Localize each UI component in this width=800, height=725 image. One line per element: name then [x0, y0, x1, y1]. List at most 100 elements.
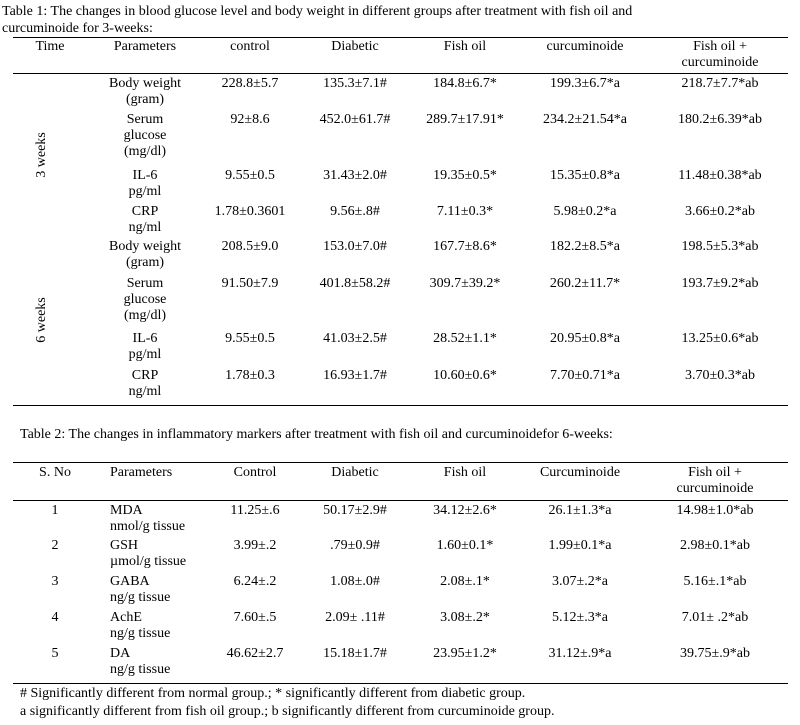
- table1-param-cell: CRP ng/ml: [90, 204, 200, 236]
- table2-sno-cell: 3: [51, 574, 59, 589]
- table2-param-line: ng/g tissue: [110, 590, 171, 605]
- table1-param-line: CRP: [131, 368, 159, 383]
- table1-param-line: (gram): [125, 92, 165, 107]
- table1-param-line: ng/ml: [128, 384, 162, 399]
- table2-value-cell: .79±0.9#: [330, 538, 380, 553]
- table2-value-cell: 14.98±1.0*ab: [676, 503, 754, 518]
- table2-value-cell: 2.09± .11#: [325, 610, 385, 625]
- table2-param-line: GABA: [110, 574, 150, 589]
- table1-param-cell: IL-6 pg/ml: [90, 168, 200, 200]
- table2-param-line: ng/g tissue: [110, 626, 171, 641]
- table1-value-cell: 13.25±0.6*ab: [681, 331, 759, 346]
- table1-param-line: glucose: [123, 128, 167, 143]
- table1-param-line: glucose: [123, 292, 167, 307]
- table1-value-cell: 9.55±0.5: [225, 331, 275, 346]
- table1-header-curcuminoide: curcuminoide: [546, 39, 624, 54]
- table1-value-cell: 5.98±0.2*a: [553, 204, 617, 219]
- table1-header-rule: [13, 73, 788, 74]
- table2-top-rule: [13, 462, 788, 463]
- table1-caption-line1: Table 1: The changes in blood glucose le…: [2, 4, 633, 19]
- table2-caption: Table 2: The changes in inflammatory mar…: [20, 427, 613, 442]
- table2-sno-cell: 5: [51, 646, 59, 661]
- table2-header-rule: [13, 500, 788, 501]
- table1-value-cell: 234.2±21.54*a: [543, 112, 627, 127]
- table2-value-cell: 3.99±.2: [233, 538, 277, 553]
- table1-header-control: control: [230, 39, 270, 54]
- table2-param-cell: GSH µmol/g tissue: [110, 538, 186, 570]
- table2-sno-cell: 4: [51, 610, 59, 625]
- table2-param-line: GSH: [110, 538, 139, 553]
- table2-header-combo-line2: curcuminoide: [676, 481, 754, 496]
- table1-value-cell: 16.93±1.7#: [323, 368, 387, 383]
- table1-value-cell: 7.11±0.3*: [436, 204, 494, 219]
- table2-param-cell: DA ng/g tissue: [110, 646, 170, 678]
- table1-header-fish-oil: Fish oil: [443, 39, 487, 54]
- table1-param-line: CRP: [131, 204, 159, 219]
- table1-param-line: (gram): [125, 255, 165, 270]
- table2-param-line: µmol/g tissue: [110, 554, 187, 569]
- table2-header-fish-oil: Fish oil: [443, 465, 487, 480]
- table2-header-control: Control: [233, 465, 277, 480]
- table2-sno-cell: 2: [51, 538, 59, 553]
- table1-param-cell: IL-6 pg/ml: [90, 331, 200, 363]
- table1-param-cell: Body weight (gram): [90, 76, 200, 108]
- table1-param-line: ng/ml: [128, 220, 162, 235]
- table1-time-3weeks: 3 weeks: [34, 132, 49, 178]
- table1-param-cell: Body weight (gram): [90, 239, 200, 271]
- table1-param-line: Serum: [126, 112, 164, 127]
- table1-value-cell: 309.7±39.2*: [429, 276, 501, 291]
- table2-value-cell: 50.17±2.9#: [323, 503, 387, 518]
- table1-top-rule: [13, 37, 788, 38]
- table1-param-line: IL-6: [132, 168, 158, 183]
- table2-value-cell: 3.07±.2*a: [552, 574, 608, 589]
- table1-param-line: pg/ml: [128, 184, 162, 199]
- table1-param-cell: Serum glucose (mg/dl): [90, 276, 200, 324]
- table2-header-parameters: Parameters: [110, 465, 173, 480]
- table2-param-line: AchE: [110, 610, 142, 625]
- table2-value-cell: 26.1±1.3*a: [548, 503, 612, 518]
- table1-param-cell: Serum glucose (mg/dl): [90, 112, 200, 160]
- table2-param-line: DA: [110, 646, 131, 661]
- table1-value-cell: 1.78±0.3: [225, 368, 275, 383]
- table2-value-cell: 7.60±.5: [233, 610, 277, 625]
- table1-value-cell: 9.55±0.5: [225, 168, 275, 183]
- table2-value-cell: 11.25±.6: [230, 503, 280, 518]
- table1-param-cell: CRP ng/ml: [90, 368, 200, 400]
- table1-value-cell: 11.48±0.38*ab: [678, 168, 762, 183]
- table1-value-cell: 7.70±0.71*a: [550, 368, 620, 383]
- table1-value-cell: 199.3±6.7*a: [550, 76, 620, 91]
- footnote-1: # Significantly different from normal gr…: [20, 686, 526, 701]
- table1-value-cell: 92±8.6: [230, 112, 270, 127]
- table2-value-cell: 34.12±2.6*: [433, 503, 497, 518]
- table1-header-combo-line2: curcuminoide: [681, 55, 759, 70]
- table1-param-line: pg/ml: [128, 347, 162, 362]
- table2-value-cell: 31.12±.9*a: [548, 646, 612, 661]
- table1-value-cell: 452.0±61.7#: [319, 112, 391, 127]
- table1-value-cell: 31.43±2.0#: [323, 168, 387, 183]
- table2-value-cell: 2.98±0.1*ab: [680, 538, 750, 553]
- table1-value-cell: 3.70±0.3*ab: [685, 368, 755, 383]
- table2-value-cell: 23.95±1.2*: [433, 646, 497, 661]
- table2-value-cell: 15.18±1.7#: [323, 646, 387, 661]
- table2-param-line: MDA: [110, 503, 143, 518]
- table1-value-cell: 153.0±7.0#: [323, 239, 387, 254]
- table2-value-cell: 5.12±.3*a: [552, 610, 608, 625]
- table2-param-line: nmol/g tissue: [110, 519, 186, 534]
- table2-header-curcuminoide: Curcuminoide: [539, 465, 621, 480]
- table1-value-cell: 182.2±8.5*a: [550, 239, 620, 254]
- table2-value-cell: 39.75±.9*ab: [680, 646, 750, 661]
- table2-param-cell: MDA nmol/g tissue: [110, 503, 185, 535]
- table1-time-6weeks: 6 weeks: [34, 297, 49, 343]
- table2-bottom-rule: [13, 683, 788, 684]
- table1-value-cell: 260.2±11.7*: [549, 276, 621, 291]
- table1-param-line: (mg/dl): [124, 308, 166, 323]
- table1-value-cell: 198.5±5.3*ab: [681, 239, 759, 254]
- table1-header-time: Time: [35, 39, 65, 54]
- table1-caption-line2: curcuminoide for 3-weeks:: [2, 21, 153, 36]
- table2-value-cell: 5.16±.1*ab: [683, 574, 747, 589]
- table1-value-cell: 208.5±9.0: [221, 239, 279, 254]
- table2-header-sno: S. No: [39, 465, 71, 480]
- table2-param-cell: AchE ng/g tissue: [110, 610, 170, 642]
- table1-value-cell: 180.2±6.39*ab: [678, 112, 762, 127]
- table1-value-cell: 289.7±17.91*: [426, 112, 504, 127]
